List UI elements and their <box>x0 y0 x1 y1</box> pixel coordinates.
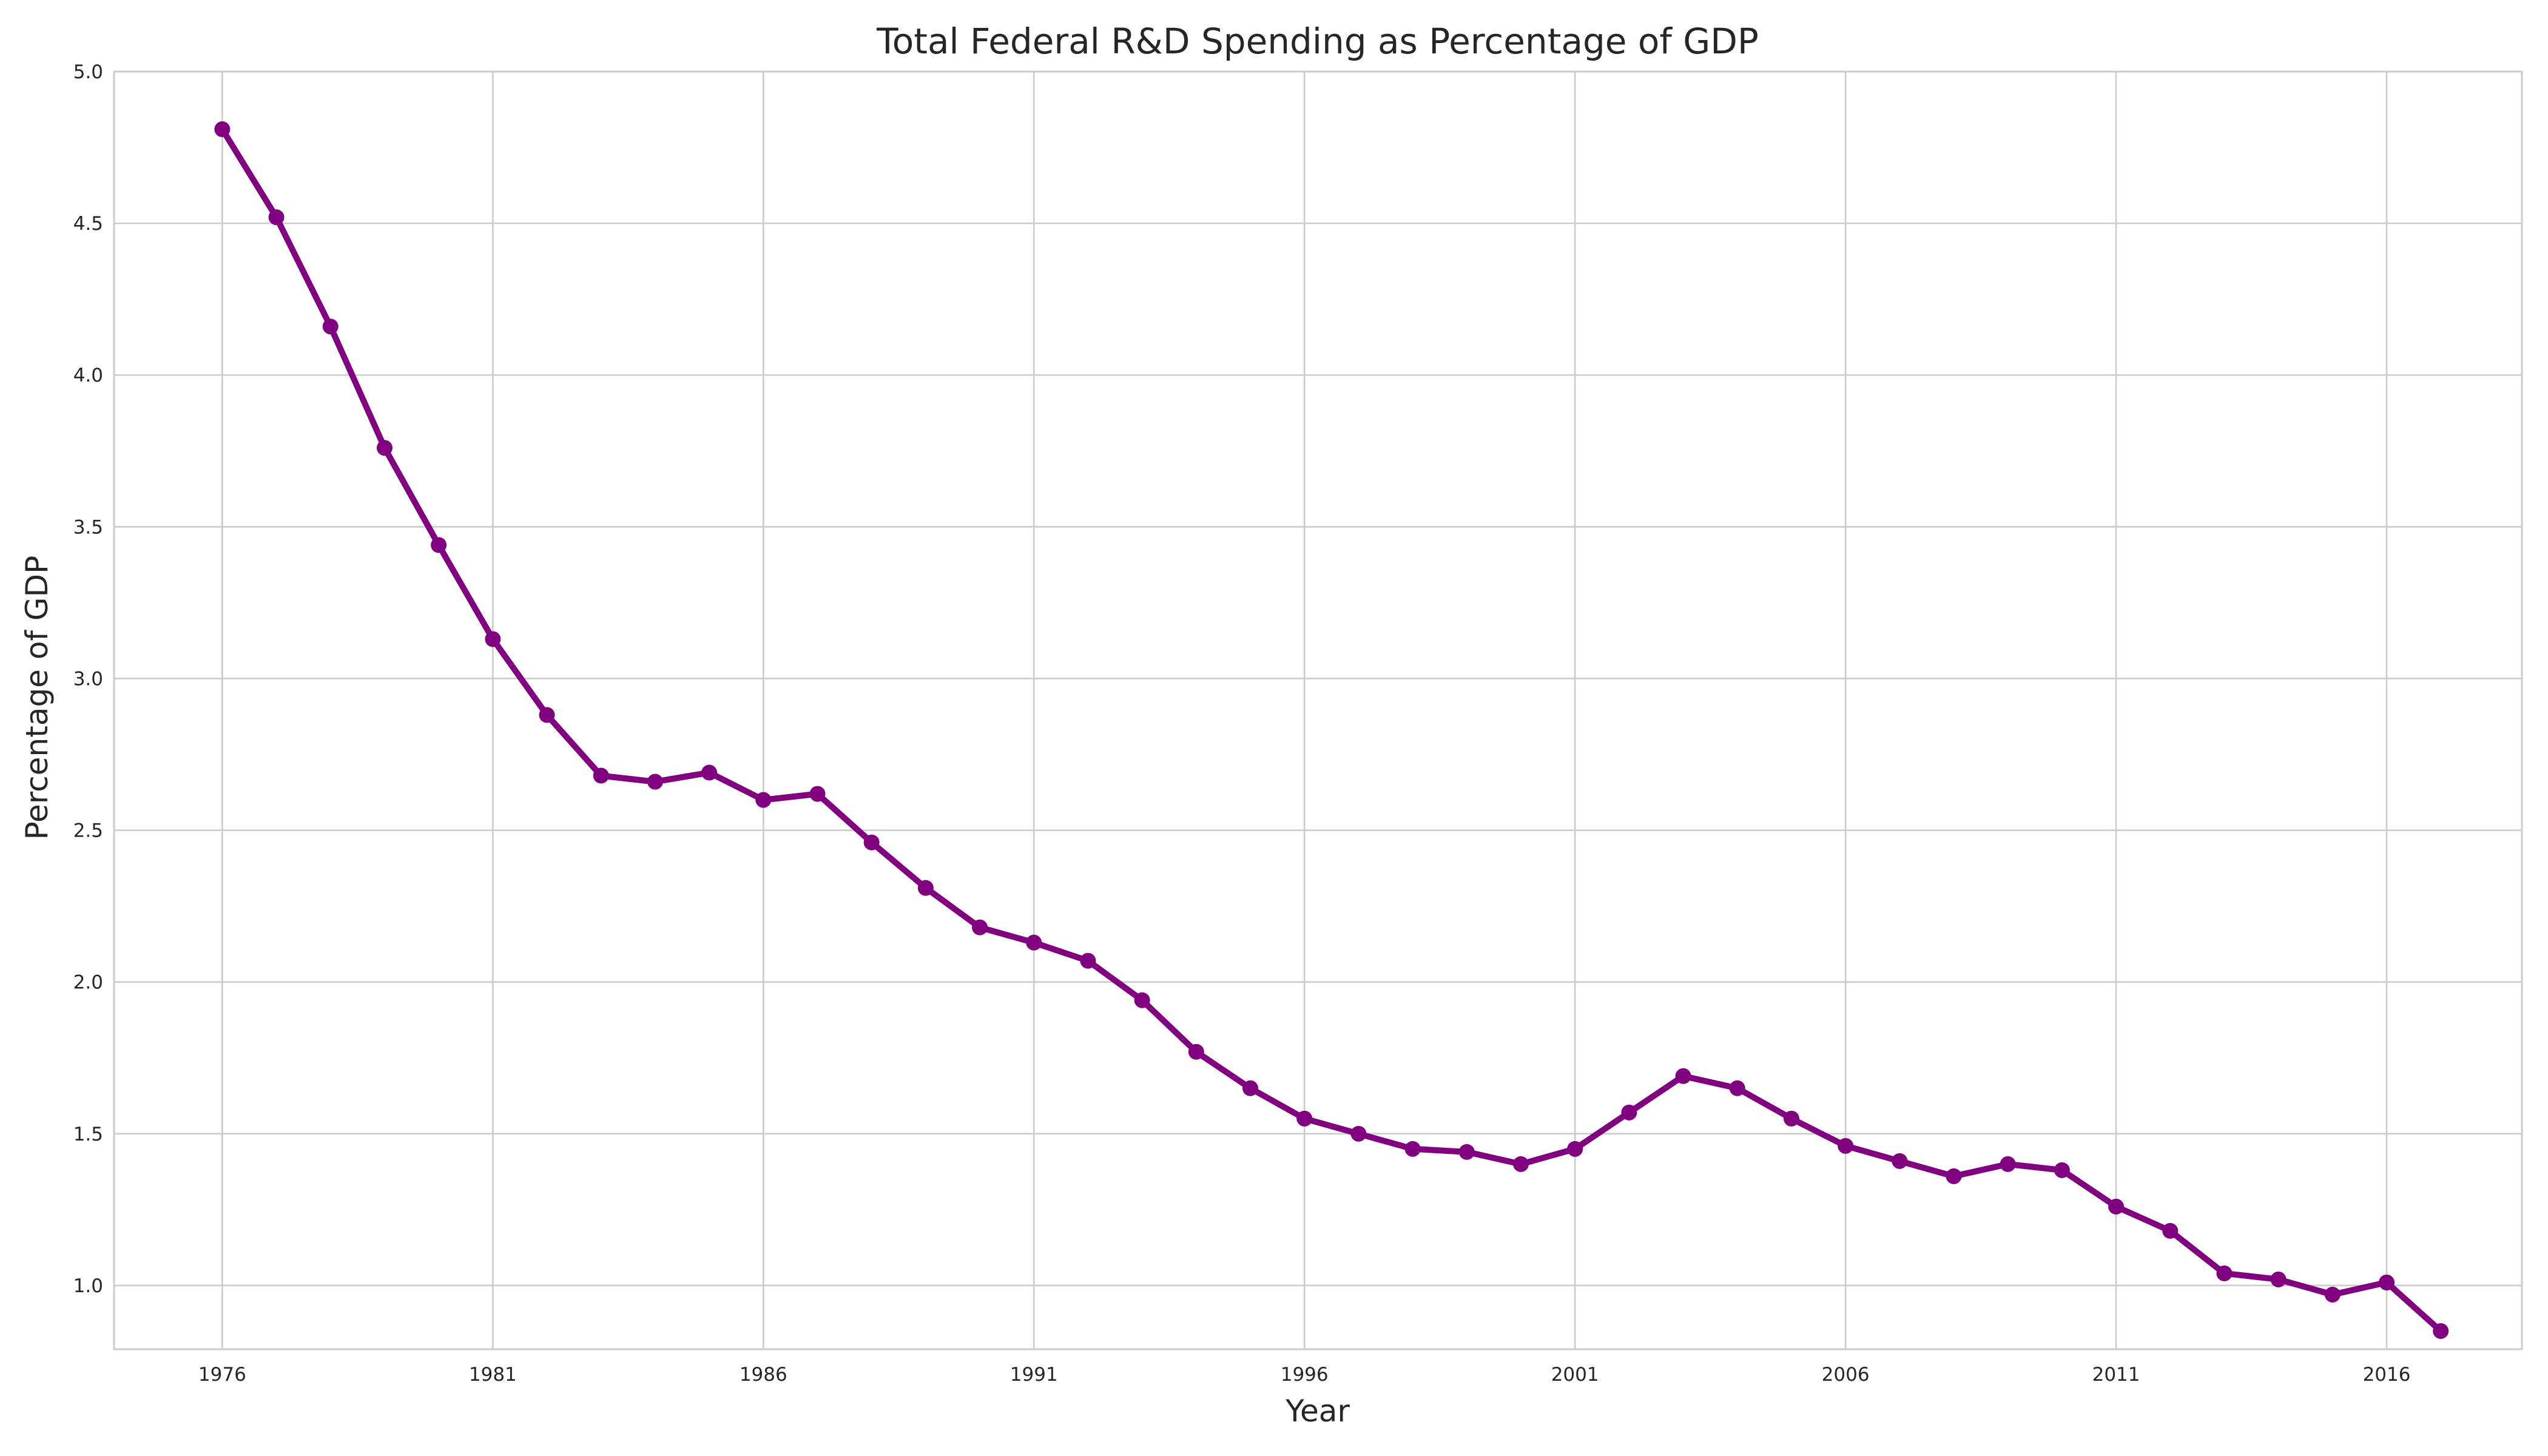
y-tick-label: 4.5 <box>73 213 103 235</box>
x-tick-label: 1986 <box>740 1364 787 1386</box>
y-tick-label: 3.5 <box>73 516 103 538</box>
x-tick-label: 2011 <box>2092 1364 2140 1386</box>
data-point-1991 <box>1026 934 1042 951</box>
x-tick-label: 2001 <box>1551 1364 1599 1386</box>
x-tick-label: 2006 <box>1822 1364 1870 1386</box>
y-tick-label: 3.0 <box>73 668 103 690</box>
data-point-2003 <box>1675 1068 1691 1084</box>
y-tick-label: 5.0 <box>73 61 103 83</box>
data-point-1980 <box>431 537 447 553</box>
series-line <box>219 126 2444 1334</box>
data-point-1994 <box>1188 1043 1204 1060</box>
data-point-2014 <box>2270 1271 2287 1287</box>
x-tick-label: 1996 <box>1281 1364 1329 1386</box>
data-point-1977 <box>268 209 285 226</box>
y-axis-title: Percentage of GDP <box>19 556 55 840</box>
data-point-1984 <box>647 774 663 790</box>
x-tick-label: 1981 <box>469 1364 517 1386</box>
data-point-1995 <box>1242 1080 1259 1096</box>
data-point-2006 <box>1838 1138 1854 1154</box>
data-point-2009 <box>2000 1156 2016 1172</box>
data-point-1998 <box>1404 1141 1421 1157</box>
data-point-1983 <box>593 767 609 784</box>
data-point-1992 <box>1080 952 1096 969</box>
x-tick-labels: 1976 1981 1986 1991 1996 2001 2006 2011 2016 <box>198 1364 2411 1386</box>
data-point-2005 <box>1783 1110 1799 1127</box>
data-point-1978 <box>322 318 339 335</box>
data-point-1988 <box>863 834 880 851</box>
data-point-1976 <box>214 121 231 138</box>
x-axis-title: Year <box>1285 1394 1350 1429</box>
data-point-1990 <box>972 919 988 935</box>
data-point-1985 <box>701 764 718 781</box>
data-point-2004 <box>1729 1080 1745 1096</box>
y-tick-labels: 1.0 1.5 2.0 2.5 3.0 3.5 4.0 4.5 5.0 <box>73 61 103 1297</box>
x-tick-label: 1991 <box>1010 1364 1058 1386</box>
data-point-2008 <box>1946 1168 1962 1184</box>
data-point-1989 <box>917 880 934 896</box>
data-point-1987 <box>809 786 826 802</box>
data-point-1999 <box>1458 1144 1475 1160</box>
y-tick-label: 2.5 <box>73 820 103 842</box>
data-point-2016 <box>2379 1274 2395 1290</box>
data-point-1979 <box>376 440 393 456</box>
data-point-1981 <box>485 631 501 647</box>
y-tick-label: 4.0 <box>73 365 103 386</box>
y-tick-label: 2.0 <box>73 972 103 994</box>
data-point-2002 <box>1621 1104 1637 1121</box>
data-point-2013 <box>2216 1265 2233 1281</box>
y-tick-label: 1.5 <box>73 1124 103 1145</box>
data-point-2015 <box>2324 1286 2341 1303</box>
data-point-2001 <box>1567 1141 1583 1157</box>
data-point-2010 <box>2054 1162 2070 1178</box>
y-tick-label: 1.0 <box>73 1275 103 1297</box>
plot-frame <box>113 70 2523 1350</box>
x-tick-label: 1976 <box>198 1364 246 1386</box>
data-point-1982 <box>539 707 555 723</box>
x-tick-label: 2016 <box>2363 1364 2411 1386</box>
data-point-1993 <box>1134 992 1150 1008</box>
data-point-2000 <box>1512 1156 1529 1172</box>
data-point-1986 <box>755 792 772 808</box>
data-point-2012 <box>2162 1222 2179 1239</box>
data-point-2011 <box>2108 1198 2125 1215</box>
data-point-2017 <box>2433 1323 2449 1339</box>
chart-title: Total Federal R&D Spending as Percentage… <box>876 21 1759 62</box>
data-point-1997 <box>1350 1125 1367 1142</box>
data-points <box>214 121 2449 1339</box>
data-point-1996 <box>1296 1110 1313 1127</box>
data-point-2007 <box>1892 1153 1908 1169</box>
